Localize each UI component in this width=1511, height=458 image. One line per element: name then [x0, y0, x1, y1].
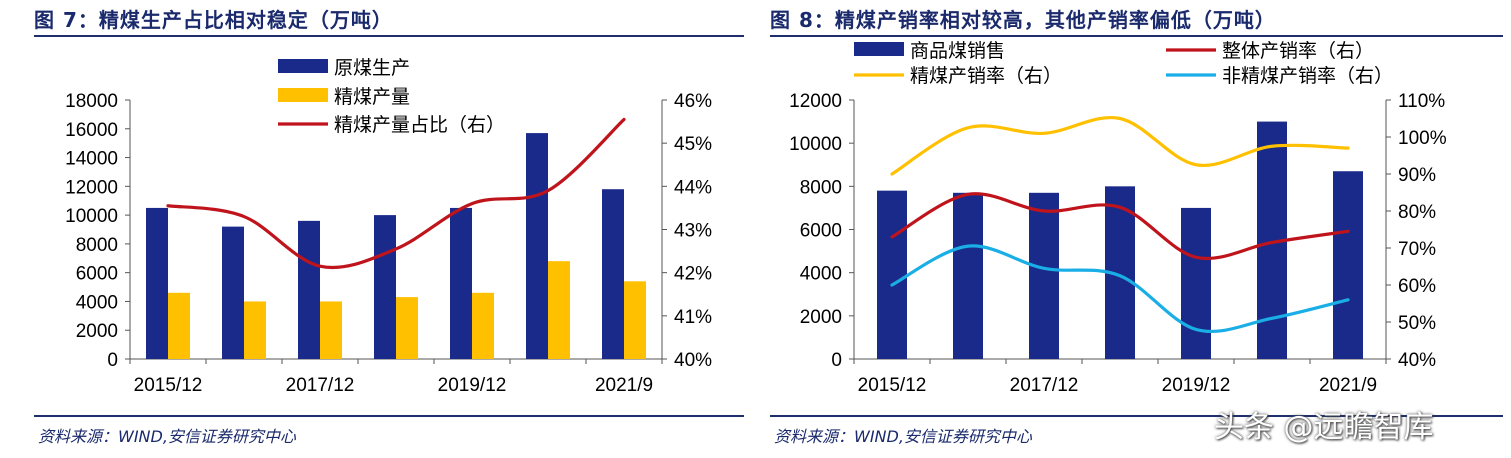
- y-left-tick-label: 10000: [789, 134, 842, 155]
- legend-swatch-精煤产量: [278, 88, 328, 102]
- legend-label: 非精煤产销率（右）: [1222, 65, 1393, 87]
- x-tick-label: 2015/12: [134, 375, 203, 396]
- y-right-tick-label: 80%: [1398, 202, 1436, 223]
- watermark: 头条 @远瞻智库: [1214, 410, 1434, 445]
- bar-原煤生产: [526, 133, 548, 359]
- x-tick-label: 2017/12: [1010, 375, 1079, 396]
- line-整体产销率（右）: [890, 192, 1350, 260]
- figure-7-top-rule: [34, 35, 744, 37]
- y-left-tick-label: 12000: [65, 177, 118, 198]
- legend-label: 商品煤销售: [910, 40, 1005, 62]
- y-left-tick-label: 6000: [76, 264, 118, 285]
- y-right-tick-label: 40%: [674, 350, 712, 371]
- figure-7-panel: 图 7：精煤生产占比相对稳定（万吨） 0 2000 4000 6000 8000 1000…: [34, 0, 744, 458]
- legend-label: 精煤产量: [334, 86, 410, 108]
- y-left-tick-label: 12000: [789, 91, 842, 112]
- bar-精煤产量: [624, 281, 646, 359]
- bar-商品煤销售: [1333, 171, 1363, 359]
- figure-8-panel: 图 8：精煤产销率相对较高，其他产销率偏低（万吨） 0 2000 4000 6000 8…: [770, 0, 1503, 458]
- y-right-tick-label: 43%: [674, 221, 712, 242]
- bar-精煤产量: [244, 301, 266, 359]
- legend-swatch-原煤生产: [278, 59, 328, 73]
- y-left-tick-label: 10000: [65, 206, 118, 227]
- y-left-tick-label: 4000: [76, 292, 118, 313]
- x-tick-label: 2017/12: [286, 375, 355, 396]
- figure-7-chart: 0 2000 4000 6000 8000 10000 12000 14000 16000 180…: [65, 57, 712, 396]
- y-right-tick-label: 90%: [1398, 165, 1436, 186]
- x-tick-label: 2021/9: [1319, 375, 1377, 396]
- figure-7-title: 图 7：精煤生产占比相对稳定（万吨）: [34, 8, 393, 32]
- y-left-tick-label: 18000: [65, 91, 118, 112]
- y-right-tick-label: 42%: [674, 264, 712, 285]
- x-tick-label: 2019/12: [1162, 375, 1231, 396]
- legend-label: 精煤产销率（右）: [910, 65, 1062, 87]
- x-tick-label: 2015/12: [858, 375, 927, 396]
- bar-商品煤销售: [877, 190, 907, 359]
- bar-原煤生产: [602, 189, 624, 359]
- y-left-tick-label: 0: [107, 350, 118, 371]
- figure-7-source: 资料来源：WIND,安信证券研究中心: [38, 427, 296, 446]
- y-right-tick-label: 46%: [674, 91, 712, 112]
- y-right-tick-label: 41%: [674, 307, 712, 328]
- y-left-tick-label: 8000: [800, 177, 842, 198]
- legend-swatch-商品煤销售: [854, 42, 904, 56]
- y-left-tick-label: 8000: [76, 235, 118, 256]
- bar-精煤产量: [396, 297, 418, 359]
- y-right-tick-label: 60%: [1398, 276, 1436, 297]
- legend-label: 整体产销率（右）: [1222, 40, 1374, 62]
- figure-7-bottom-rule: [34, 415, 744, 417]
- figure-8-chart: 0 2000 4000 6000 8000 10000 12000 40% 50% 60% 70% 8…: [789, 40, 1447, 396]
- y-right-tick-label: 110%: [1398, 91, 1445, 112]
- y-right-tick-label: 40%: [1398, 350, 1436, 371]
- bar-原煤生产: [298, 220, 320, 359]
- x-tick-label: 2019/12: [438, 375, 507, 396]
- line-精煤产销率（右）: [890, 116, 1350, 176]
- legend-label: 原煤生产: [334, 57, 410, 79]
- y-left-tick-label: 4000: [800, 264, 842, 285]
- figure-8-top-rule: [770, 35, 1503, 37]
- bar-精煤产量: [168, 292, 190, 359]
- line-非精煤产销率（右）: [890, 244, 1350, 334]
- bar-商品煤销售: [1181, 207, 1211, 359]
- bar-原煤生产: [146, 207, 168, 359]
- bar-原煤生产: [374, 215, 396, 359]
- bar-精煤产量: [548, 261, 570, 359]
- y-right-tick-label: 45%: [674, 134, 712, 155]
- bar-精煤产量: [472, 292, 494, 359]
- bar-原煤生产: [222, 226, 244, 359]
- figure-8-source: 资料来源：WIND,安信证券研究中心: [774, 427, 1032, 446]
- y-left-tick-label: 6000: [800, 221, 842, 242]
- y-right-tick-label: 50%: [1398, 313, 1436, 334]
- bar-精煤产量: [320, 301, 342, 359]
- x-tick-label: 2021/9: [595, 375, 653, 396]
- y-left-tick-label: 0: [831, 350, 842, 371]
- y-left-tick-label: 16000: [65, 120, 118, 141]
- y-left-tick-label: 2000: [76, 321, 118, 342]
- figure-8-title: 图 8：精煤产销率相对较高，其他产销率偏低（万吨）: [770, 8, 1276, 32]
- figure-8-bottom-rule: [770, 415, 1503, 417]
- bar-商品煤销售: [953, 192, 983, 359]
- y-right-tick-label: 70%: [1398, 239, 1436, 260]
- legend-label: 精煤产量占比（右）: [334, 114, 505, 136]
- bar-原煤生产: [450, 207, 472, 359]
- line-精煤产量占比（右）: [166, 117, 626, 270]
- bar-商品煤销售: [1029, 192, 1059, 359]
- y-left-tick-label: 2000: [800, 307, 842, 328]
- y-right-tick-label: 100%: [1398, 128, 1447, 149]
- y-right-tick-label: 44%: [674, 177, 712, 198]
- y-left-tick-label: 14000: [65, 149, 118, 170]
